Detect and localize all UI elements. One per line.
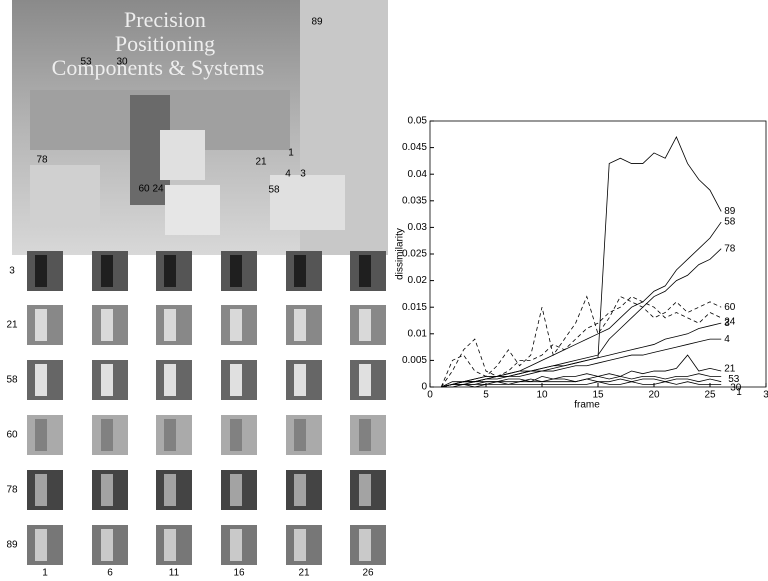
- patch-detail: [294, 255, 306, 287]
- x-tick-label: 10: [536, 390, 548, 401]
- patch-detail: [294, 309, 306, 341]
- y-tick-label: 0.03: [408, 222, 428, 233]
- patch-detail: [230, 529, 242, 561]
- y-tick-label: 0.005: [402, 355, 427, 366]
- patch-detail: [230, 309, 242, 341]
- x-tick-label: 15: [592, 390, 604, 401]
- column-label: 6: [107, 568, 113, 579]
- patch-detail: [35, 255, 47, 287]
- x-tick-label: 20: [648, 390, 660, 401]
- series-line: [441, 379, 721, 387]
- column-label: 1: [42, 568, 48, 579]
- row-label: 3: [9, 266, 15, 277]
- column-label: 21: [298, 568, 310, 579]
- series-label: 58: [724, 217, 736, 228]
- series-label: 3: [724, 318, 730, 329]
- photo: Precision Positioning Components & Syste…: [12, 0, 388, 255]
- feature-label: 60: [138, 184, 150, 195]
- row-label: 89: [6, 540, 18, 551]
- series-line: [441, 323, 721, 387]
- y-tick-label: 0.035: [402, 195, 427, 206]
- series-label: 78: [724, 243, 736, 254]
- figure: Precision Positioning Components & Syste…: [0, 0, 768, 581]
- patch-detail: [101, 309, 113, 341]
- patch-detail: [101, 529, 113, 561]
- feature-label: 78: [36, 155, 48, 166]
- x-tick-label: 0: [427, 390, 433, 401]
- x-axis-label: frame: [574, 400, 600, 411]
- patch-detail: [164, 529, 176, 561]
- series-line: [441, 249, 721, 387]
- patch-detail: [230, 474, 242, 506]
- patch-detail: [294, 529, 306, 561]
- patch-detail: [164, 309, 176, 341]
- patch-detail: [294, 419, 306, 451]
- row-label: 58: [6, 375, 18, 386]
- feature-label: 58: [268, 185, 280, 196]
- y-tick-label: 0.015: [402, 302, 427, 313]
- patch-detail: [359, 364, 371, 396]
- patch-detail: [359, 474, 371, 506]
- patch-detail: [101, 419, 113, 451]
- feature-label: 24: [152, 184, 164, 195]
- feature-label: 89: [311, 17, 323, 28]
- feature-label: 21: [255, 157, 267, 168]
- column-label: 11: [169, 568, 180, 579]
- page: {"photo": {"caption": ["Precision", "Pos…: [0, 0, 768, 581]
- patch-detail: [101, 474, 113, 506]
- y-tick-label: 0.02: [408, 275, 428, 286]
- x-tick-label: 5: [483, 390, 489, 401]
- feature-label: 3: [300, 169, 306, 180]
- patch-detail: [164, 255, 176, 287]
- patch-detail: [35, 364, 47, 396]
- patch-detail: [230, 364, 242, 396]
- patch-detail: [101, 364, 113, 396]
- patch-detail: [359, 309, 371, 341]
- y-tick-label: 0.045: [402, 142, 427, 153]
- feature-label: 53: [80, 57, 92, 68]
- patch-detail: [359, 529, 371, 561]
- row-label: 60: [6, 430, 18, 441]
- column-label: 16: [233, 568, 245, 579]
- series-label: 60: [724, 302, 736, 313]
- feature-label: 4: [285, 169, 291, 180]
- feature-label: 30: [116, 57, 128, 68]
- patch-detail: [35, 529, 47, 561]
- row-label: 21: [6, 320, 18, 331]
- row-label: 78: [6, 485, 18, 496]
- patch-detail: [35, 474, 47, 506]
- series-line: [441, 137, 721, 387]
- patch-detail: [35, 419, 47, 451]
- chart: frame dissimilarity 00.0050.010.0150.020…: [395, 116, 768, 411]
- y-tick-label: 0.025: [402, 249, 427, 260]
- patch-detail: [359, 255, 371, 287]
- feature-label: 1: [288, 148, 294, 159]
- patch-detail: [294, 364, 306, 396]
- patch-detail: [230, 255, 242, 287]
- photo-text: Positioning: [115, 31, 215, 56]
- y-tick-label: 0.01: [408, 328, 428, 339]
- series-label: 4: [724, 334, 730, 345]
- y-tick-label: 0.04: [408, 169, 428, 180]
- patch-detail: [101, 255, 113, 287]
- x-tick-label: 25: [704, 390, 716, 401]
- series-label: 1: [736, 387, 742, 398]
- column-label: 26: [362, 568, 374, 579]
- x-tick-label: 3: [763, 390, 768, 401]
- photo-text: Precision: [124, 7, 206, 32]
- series-label: 89: [724, 206, 736, 217]
- patch-detail: [164, 419, 176, 451]
- patch-detail: [359, 419, 371, 451]
- patch-detail: [294, 474, 306, 506]
- patch-detail: [164, 364, 176, 396]
- patch-detail: [35, 309, 47, 341]
- y-tick-label: 0.05: [408, 116, 428, 127]
- patch-detail: [164, 474, 176, 506]
- patch-detail: [230, 419, 242, 451]
